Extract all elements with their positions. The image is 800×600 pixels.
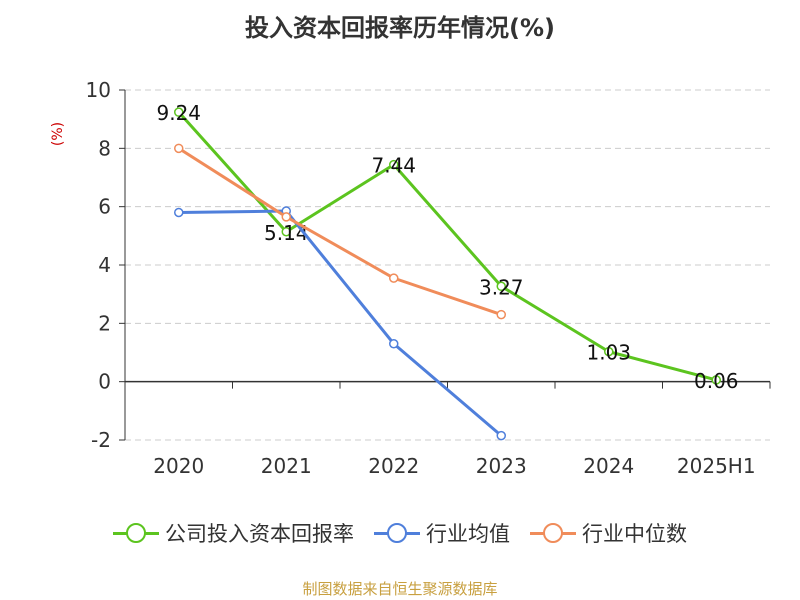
x-tick-label: 2023 [476,454,527,478]
y-tick-label: -2 [91,428,111,452]
x-tick-label: 2022 [368,454,419,478]
legend-item-industry-mean[interactable]: 行业均值 [374,518,510,548]
data-label: 3.27 [479,275,524,299]
legend-swatch-icon [374,523,420,543]
data-label: 9.24 [156,101,201,125]
series-line-0 [177,111,717,382]
y-tick-label: 0 [98,370,111,394]
data-label: 0.06 [694,369,739,393]
data-point [389,159,399,170]
x-tick-label: 2021 [261,454,312,478]
data-point [174,107,184,117]
data-point [389,273,399,283]
data-point [389,339,399,349]
y-tick-label: 10 [86,78,111,102]
data-point [496,281,506,292]
legend-label: 行业中位数 [582,522,687,546]
legend-swatch-icon [113,523,159,543]
legend: 公司投入资本回报率 行业均值 行业中位数 [0,518,800,548]
data-point [496,430,506,441]
source-note: 制图数据来自恒生聚源数据库 [302,580,498,598]
x-tick-label: 2025H1 [677,454,756,478]
series-line-2 [177,147,502,317]
chart-title: 投入资本回报率历年情况(%) [245,14,555,42]
y-tick-label: 2 [98,311,111,335]
x-tick-label: 2024 [583,454,634,478]
data-point [496,309,506,320]
legend-item-company[interactable]: 公司投入资本回报率 [113,518,354,548]
y-tick-label: 4 [98,253,111,277]
legend-label: 行业均值 [426,522,510,546]
data-point [281,227,291,237]
legend-item-industry-median[interactable]: 行业中位数 [530,518,687,548]
x-tick-label: 2020 [153,454,204,478]
y-tick-label: 6 [98,195,111,219]
y-tick-label: 8 [98,136,111,160]
series-line-1 [178,209,503,437]
data-label: 1.03 [586,341,631,365]
data-point [174,143,184,154]
data-point [604,346,614,357]
data-point [174,207,184,218]
legend-swatch-icon [530,523,576,543]
legend-label: 公司投入资本回报率 [165,522,354,546]
data-point [711,375,721,385]
data-point [281,212,291,222]
data-label: 7.44 [371,154,416,178]
